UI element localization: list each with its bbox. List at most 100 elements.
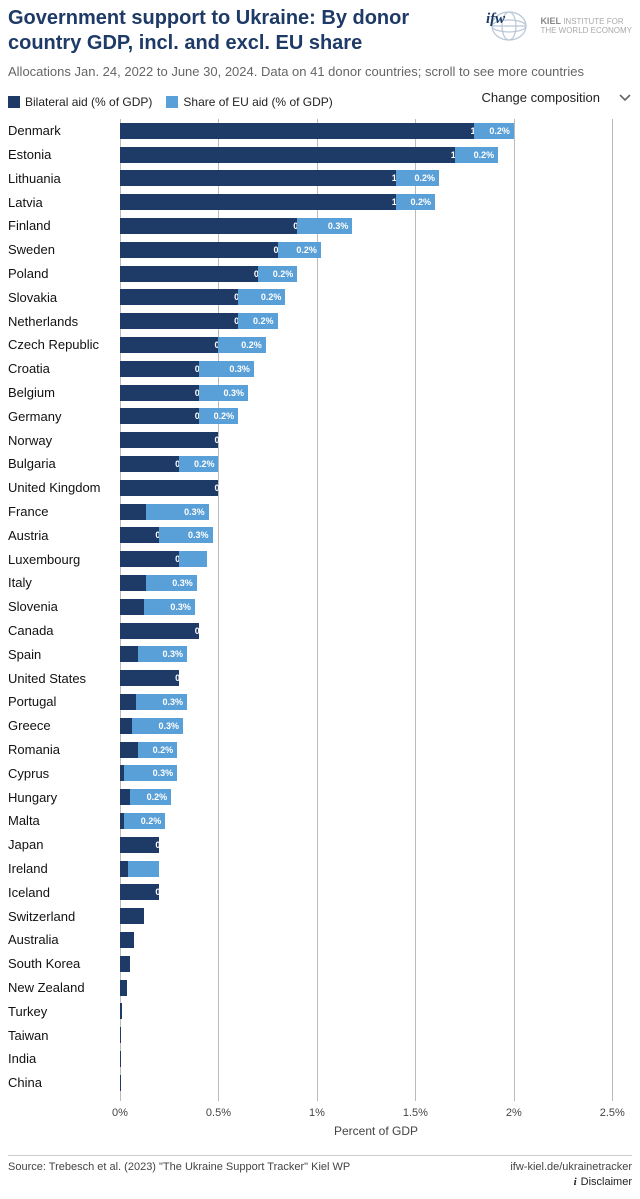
bar-bilateral[interactable] bbox=[120, 361, 199, 377]
chart-row: Turkey bbox=[8, 999, 632, 1023]
bar-value-eu: 0.3% bbox=[153, 765, 174, 781]
chart-row: Latvia1.4%0.2% bbox=[8, 190, 632, 214]
chevron-down-icon[interactable] bbox=[618, 91, 632, 105]
country-label: New Zealand bbox=[8, 980, 116, 995]
bar-bilateral[interactable] bbox=[120, 956, 130, 972]
x-tick-label: 0.5% bbox=[206, 1107, 231, 1119]
legend-label-bilateral: Bilateral aid (% of GDP) bbox=[25, 95, 152, 109]
country-label: Canada bbox=[8, 623, 116, 638]
country-label: Slovakia bbox=[8, 290, 116, 305]
bar-bilateral[interactable] bbox=[120, 170, 396, 186]
legend: Bilateral aid (% of GDP) Share of EU aid… bbox=[8, 91, 333, 109]
chart-row: Sweden0.8%0.2% bbox=[8, 238, 632, 262]
bar-bilateral[interactable] bbox=[120, 266, 258, 282]
chart-row: Greece0.3% bbox=[8, 714, 632, 738]
bar-bilateral[interactable] bbox=[120, 599, 144, 615]
bar-bilateral[interactable] bbox=[120, 884, 159, 900]
bar-bilateral[interactable] bbox=[120, 908, 144, 924]
bar-value-eu: 0.2% bbox=[194, 456, 215, 472]
country-label: Latvia bbox=[8, 195, 116, 210]
bar-bilateral[interactable] bbox=[120, 337, 218, 353]
legend-item-eu: Share of EU aid (% of GDP) bbox=[166, 95, 332, 109]
bar-bilateral[interactable] bbox=[120, 289, 238, 305]
country-label: France bbox=[8, 504, 116, 519]
bar-bilateral[interactable] bbox=[120, 408, 199, 424]
bar-value-eu: 0.2% bbox=[474, 147, 495, 163]
country-label: Taiwan bbox=[8, 1028, 116, 1043]
source-link[interactable]: ifw-kiel.de/ukrainetracker bbox=[510, 1161, 632, 1173]
bar-bilateral[interactable] bbox=[120, 147, 455, 163]
bar-bilateral[interactable] bbox=[120, 980, 127, 996]
country-label: Denmark bbox=[8, 123, 116, 138]
x-tick-label: 1% bbox=[309, 1107, 325, 1119]
bar-bilateral[interactable] bbox=[120, 789, 130, 805]
country-label: Norway bbox=[8, 433, 116, 448]
chart-row: Italy0.3% bbox=[8, 571, 632, 595]
x-tick-label: 2% bbox=[506, 1107, 522, 1119]
bar-value-eu: 0.2% bbox=[411, 194, 432, 210]
bar-bilateral[interactable] bbox=[120, 670, 179, 686]
chart-row: Taiwan bbox=[8, 1023, 632, 1047]
country-label: Italy bbox=[8, 575, 116, 590]
bar-bilateral[interactable] bbox=[120, 504, 146, 520]
country-label: Belgium bbox=[8, 385, 116, 400]
country-label: Czech Republic bbox=[8, 337, 116, 352]
country-label: Spain bbox=[8, 647, 116, 662]
chart-row: Croatia0.4%0.3% bbox=[8, 357, 632, 381]
country-label: Hungary bbox=[8, 790, 116, 805]
change-composition-button[interactable]: Change composition bbox=[481, 91, 600, 106]
country-label: Slovenia bbox=[8, 599, 116, 614]
chart-row: Slovenia0.3% bbox=[8, 595, 632, 619]
bar-value-eu: 0.3% bbox=[162, 694, 183, 710]
chart-row: Luxembourg0.3% bbox=[8, 547, 632, 571]
bar-bilateral[interactable] bbox=[120, 1003, 122, 1019]
chart-row: South Korea bbox=[8, 952, 632, 976]
legend-label-eu: Share of EU aid (% of GDP) bbox=[183, 95, 332, 109]
bar-bilateral[interactable] bbox=[120, 456, 179, 472]
bar-bilateral[interactable] bbox=[120, 313, 238, 329]
country-label: Sweden bbox=[8, 242, 116, 257]
bar-bilateral[interactable] bbox=[120, 932, 134, 948]
bar-bilateral[interactable] bbox=[120, 385, 199, 401]
bar-bilateral[interactable] bbox=[120, 837, 159, 853]
chart-row: Norway0.5% bbox=[8, 428, 632, 452]
bar-bilateral[interactable] bbox=[120, 1027, 121, 1043]
bar-bilateral[interactable] bbox=[120, 123, 474, 139]
bar-bilateral[interactable] bbox=[120, 718, 132, 734]
bar-eu[interactable] bbox=[128, 861, 160, 877]
bar-eu[interactable] bbox=[179, 551, 207, 567]
x-axis-title: Percent of GDP bbox=[334, 1124, 418, 1138]
bar-bilateral[interactable] bbox=[120, 432, 218, 448]
bar-bilateral[interactable] bbox=[120, 646, 138, 662]
bar-value-eu: 0.2% bbox=[141, 813, 162, 829]
chart-row: Hungary0.2% bbox=[8, 785, 632, 809]
chart-footer: Source: Trebesch et al. (2023) "The Ukra… bbox=[8, 1155, 632, 1193]
bar-bilateral[interactable] bbox=[120, 551, 179, 567]
chart-row: Canada0.4% bbox=[8, 619, 632, 643]
chart-row: Malta0.2% bbox=[8, 809, 632, 833]
country-label: China bbox=[8, 1075, 116, 1090]
bar-bilateral[interactable] bbox=[120, 861, 128, 877]
bar-value-eu: 0.3% bbox=[158, 718, 179, 734]
bar-bilateral[interactable] bbox=[120, 527, 159, 543]
disclaimer-button[interactable]: i Disclaimer bbox=[574, 1176, 632, 1188]
bar-bilateral[interactable] bbox=[120, 480, 218, 496]
bar-bilateral[interactable] bbox=[120, 742, 138, 758]
bar-value-eu: 0.2% bbox=[273, 266, 294, 282]
chart-row: Japan0.2% bbox=[8, 833, 632, 857]
bar-value-eu: 0.2% bbox=[153, 742, 174, 758]
bar-chart: 0%0.5%1%1.5%2%2.5%Percent of GDPDenmark1… bbox=[8, 119, 632, 1141]
bar-bilateral[interactable] bbox=[120, 575, 146, 591]
chart-row: Netherlands0.6%0.2% bbox=[8, 309, 632, 333]
bar-bilateral[interactable] bbox=[120, 1051, 121, 1067]
chart-row: Estonia1.7%0.2% bbox=[8, 143, 632, 167]
source-text: Source: Trebesch et al. (2023) "The Ukra… bbox=[8, 1161, 350, 1173]
chart-row: Cyprus0.3% bbox=[8, 761, 632, 785]
bar-bilateral[interactable] bbox=[120, 623, 199, 639]
bar-bilateral[interactable] bbox=[120, 242, 278, 258]
svg-text:ifw: ifw bbox=[486, 11, 506, 27]
chart-row: Bulgaria0.3%0.2% bbox=[8, 452, 632, 476]
bar-bilateral[interactable] bbox=[120, 194, 396, 210]
bar-bilateral[interactable] bbox=[120, 218, 297, 234]
bar-bilateral[interactable] bbox=[120, 694, 136, 710]
